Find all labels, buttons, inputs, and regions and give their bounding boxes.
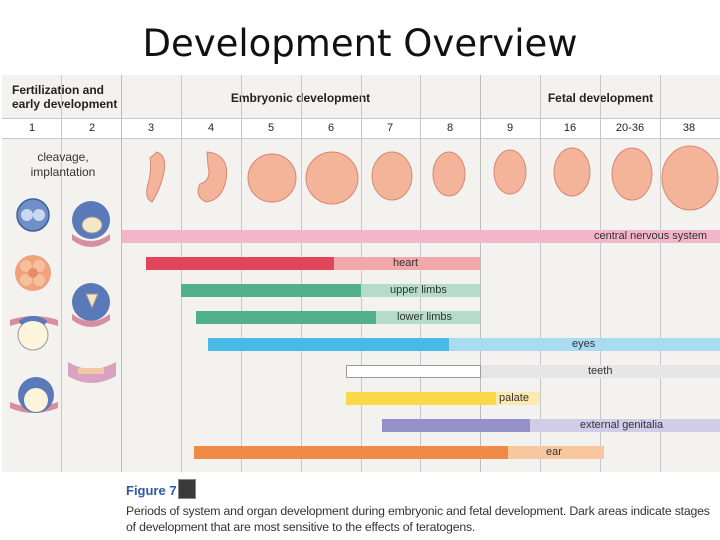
figure-caption: Periods of system and organ development … (126, 504, 710, 534)
early-stage-illustrations (10, 198, 116, 413)
bar-label-upper-limbs: upper limbs (390, 284, 447, 296)
bar-lower-limbs-dark (196, 311, 376, 324)
blastocyst-implant-icon (72, 201, 110, 247)
fetus-week16-icon (553, 147, 591, 197)
week-label: 3 (147, 122, 155, 134)
week-label: 4 (207, 122, 215, 134)
week-label: 6 (327, 122, 335, 134)
bar-teeth-dark (346, 365, 481, 378)
morula-icon (15, 255, 51, 291)
bar-heart-dark (146, 257, 334, 270)
week-label: 7 (386, 122, 394, 134)
bar-upper-limbs-light (361, 284, 480, 297)
bar-eyes-dark (208, 338, 449, 351)
bar-heart-light (334, 257, 480, 270)
bar-external-genitalia-light (530, 419, 720, 432)
divider (420, 75, 421, 472)
divider (241, 75, 242, 472)
divider (301, 75, 302, 472)
bar-central-nervous-system-dark (122, 230, 720, 243)
blastocyst-icon (10, 316, 58, 351)
divider (540, 75, 541, 472)
divider (600, 75, 601, 472)
bar-label-palate: palate (499, 392, 529, 404)
bar-lower-limbs-light (376, 311, 480, 324)
bar-label-ear: ear (546, 446, 562, 458)
embryo-week5-icon (247, 153, 297, 203)
divider (181, 75, 182, 472)
bar-eyes-light (449, 338, 720, 351)
early-stage-label: cleavage, implantation (8, 150, 118, 180)
implanted-blastocyst-icon (10, 377, 58, 413)
embryo-week3-icon (146, 151, 166, 203)
fetal-stage-illustrations (146, 145, 719, 211)
fetus-week38-icon (661, 145, 719, 211)
uterus-wall-icon (68, 362, 116, 383)
week-label: 8 (446, 122, 454, 134)
fetus-week20-36-icon (611, 147, 653, 201)
bar-label-teeth: teeth (588, 365, 613, 377)
fetus-week9-icon (493, 149, 527, 195)
divider (361, 75, 362, 472)
embryo-week4-icon (197, 151, 228, 203)
bar-upper-limbs-dark (181, 284, 361, 297)
early-stage-line1: cleavage, (37, 150, 89, 164)
film-clip-icon (178, 479, 196, 499)
embryo-week7-icon (371, 151, 413, 201)
divider (61, 75, 62, 472)
week-label: 1 (28, 122, 36, 134)
zygote-icon (16, 198, 50, 232)
bar-external-genitalia-dark (382, 419, 530, 432)
header-fertilization-line1: Fertilization and (12, 83, 105, 97)
week-label: 5 (267, 122, 275, 134)
embryo-week8-icon (432, 151, 466, 197)
bar-ear-light (508, 446, 604, 459)
week-label: 9 (506, 122, 514, 134)
bar-label-external-genitalia: external genitalia (580, 419, 664, 431)
bar-label-heart: heart (393, 257, 419, 269)
bar-label-lower-limbs: lower limbs (397, 311, 453, 323)
figure-label: Figure 7 (126, 483, 177, 498)
bar-ear-dark (194, 446, 508, 459)
week-label: 20-36 (615, 122, 645, 134)
slide-title: Development Overview (142, 22, 578, 65)
header-fertilization-line2: early development (12, 97, 118, 111)
embryo-week6-icon (305, 151, 359, 205)
bar-palate-dark (346, 392, 496, 405)
bar-label-central-nervous-system: central nervous system (594, 230, 708, 242)
divider (480, 75, 481, 472)
bar-teeth-light (481, 365, 720, 378)
week-label: 2 (88, 122, 96, 134)
divider (121, 75, 122, 472)
divider (660, 75, 661, 472)
embryo-implant-icon (72, 283, 110, 327)
bar-palate-light (496, 392, 540, 405)
week-label: 16 (563, 122, 577, 134)
early-stage-line2: implantation (30, 165, 96, 179)
bar-label-eyes: eyes (572, 338, 596, 350)
week-label: 38 (682, 122, 696, 134)
